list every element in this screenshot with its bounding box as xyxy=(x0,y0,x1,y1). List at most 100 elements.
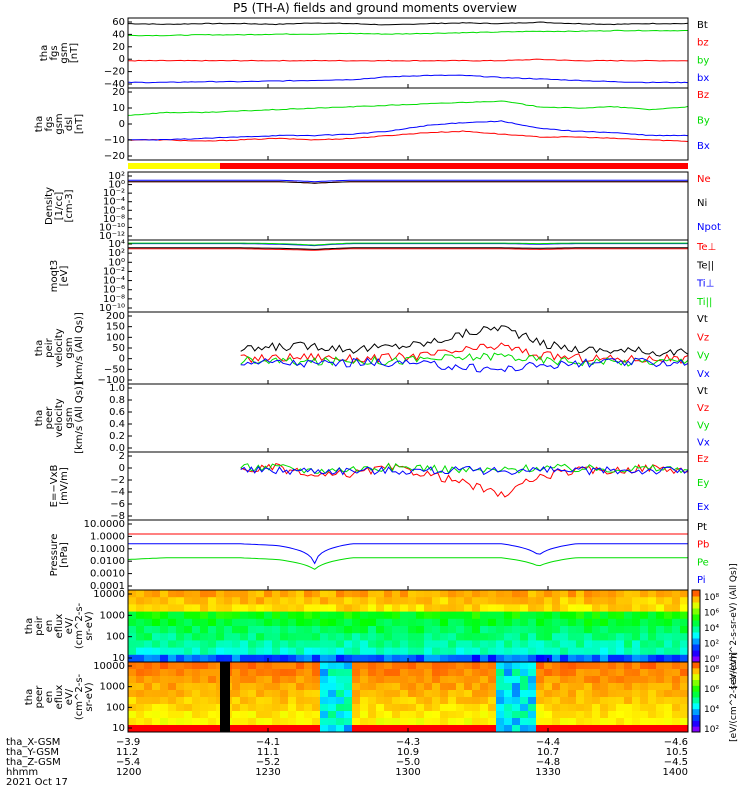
spectrogram-cell xyxy=(304,711,313,719)
spectrogram-cell xyxy=(272,704,281,712)
spectrogram-cell xyxy=(128,690,137,698)
spectrogram-cell xyxy=(432,654,441,663)
spectrogram-cell xyxy=(656,704,665,712)
spectrogram-cell xyxy=(200,590,209,598)
spectrogram-cell xyxy=(320,725,329,733)
spectrogram-cell xyxy=(664,618,673,627)
spectrogram-cell xyxy=(176,718,185,726)
spectrogram-cell xyxy=(496,633,505,641)
spectrogram-cell xyxy=(568,718,577,726)
spectrogram-cell xyxy=(384,640,393,649)
spectrogram-cell xyxy=(424,654,433,663)
spectrogram-cell xyxy=(664,590,673,598)
spectrogram-cell xyxy=(624,640,633,649)
spectrogram-cell xyxy=(256,654,265,663)
spectrogram-cell xyxy=(600,611,609,620)
spectrogram-cell xyxy=(304,669,313,677)
spectrogram-cell xyxy=(672,704,681,712)
series-line-Vy xyxy=(240,352,689,367)
spectrogram-cell xyxy=(504,654,513,663)
colorbar-segment xyxy=(692,679,700,686)
x-axis-label: hhmm xyxy=(6,767,38,778)
spectrogram-cell xyxy=(408,633,417,641)
spectrogram-cell xyxy=(672,662,681,670)
spectrogram-cell xyxy=(144,676,153,684)
spectrogram-cell xyxy=(152,662,161,670)
spectrogram-cell xyxy=(576,690,585,698)
spectrogram-cell xyxy=(136,683,145,691)
spectrogram-cell xyxy=(344,626,353,634)
spectrogram-cell xyxy=(232,662,241,670)
spectrogram-cell xyxy=(560,683,569,691)
spectrogram-cell xyxy=(176,690,185,698)
spectrogram-cell xyxy=(584,669,593,677)
spectrogram-cell xyxy=(208,604,217,613)
spectrogram-cell xyxy=(512,626,521,634)
spectrogram-cell xyxy=(416,711,425,719)
y-tick-label: 1.0 xyxy=(109,383,125,394)
spectrogram-cell xyxy=(408,647,417,656)
spectrogram-cell xyxy=(256,604,265,613)
spectrogram-cell xyxy=(512,683,521,691)
spectrogram-cell xyxy=(648,690,657,698)
spectrogram-cell xyxy=(256,611,265,620)
legend-label: Ti⊥ xyxy=(696,279,714,290)
spectrogram-cell xyxy=(504,618,513,627)
spectrogram-cell xyxy=(368,704,377,712)
spectrogram-cell xyxy=(232,590,241,598)
spectrogram-cell xyxy=(136,640,145,649)
spectrogram-cell xyxy=(568,704,577,712)
legend-label: Npot xyxy=(697,222,721,233)
spectrogram-cell xyxy=(552,647,561,656)
spectrogram-cell xyxy=(336,669,345,677)
colorbar-label: [eV/(cm^2-s-sr-eV)] xyxy=(729,652,739,742)
y-tick-label: 10⁻¹⁰ xyxy=(99,222,125,233)
y-axis-label: (cm^2-s- xyxy=(74,673,85,720)
spectrogram-cell xyxy=(424,611,433,620)
spectrogram-cell xyxy=(368,604,377,613)
spectrogram-cell xyxy=(632,611,641,620)
spectrogram-cell xyxy=(456,626,465,634)
spectrogram-cell xyxy=(168,626,177,634)
spectrogram-cell xyxy=(168,647,177,656)
spectrogram-cell xyxy=(528,640,537,649)
spectrogram-cell xyxy=(408,611,417,620)
spectrogram-cell xyxy=(608,604,617,613)
spectrogram-cell xyxy=(360,590,369,598)
spectrogram-cell xyxy=(352,618,361,627)
spectrogram-cell xyxy=(288,704,297,712)
spectrogram-cell xyxy=(288,647,297,656)
spectrogram-cell xyxy=(504,662,513,670)
spectrogram-cell xyxy=(552,640,561,649)
spectrogram-cell xyxy=(448,683,457,691)
spectrogram-cell xyxy=(200,654,209,663)
series-line-Ez xyxy=(240,462,689,498)
spectrogram-cell xyxy=(544,676,553,684)
spectrogram-cell xyxy=(400,718,409,726)
spectrogram-cell xyxy=(440,704,449,712)
spectrogram-cell xyxy=(480,711,489,719)
spectrogram-cell xyxy=(520,626,529,634)
spectrogram-cell xyxy=(408,704,417,712)
spectrogram-cell xyxy=(384,654,393,663)
spectrogram-cell xyxy=(368,711,377,719)
spectrogram-cell xyxy=(192,704,201,712)
spectrogram-cell xyxy=(608,654,617,663)
spectrogram-cell xyxy=(544,626,553,634)
spectrogram-cell xyxy=(328,597,337,605)
spectrogram-cell xyxy=(352,683,361,691)
spectrogram-cell xyxy=(648,640,657,649)
y-axis-label: tha xyxy=(39,45,50,61)
spectrogram-cell xyxy=(184,683,193,691)
spectrogram-cell xyxy=(304,590,313,598)
spectrogram-cell xyxy=(256,725,265,733)
spectrogram-cell xyxy=(528,618,537,627)
spectrogram-cell xyxy=(480,618,489,627)
spectrogram-cell xyxy=(592,633,601,641)
spectrogram-cell xyxy=(240,704,249,712)
spectrogram-cell xyxy=(456,654,465,663)
spectrogram-cell xyxy=(504,669,513,677)
spectrogram-cell xyxy=(392,669,401,677)
spectrogram-cell xyxy=(256,640,265,649)
spectrogram-cell xyxy=(584,683,593,691)
